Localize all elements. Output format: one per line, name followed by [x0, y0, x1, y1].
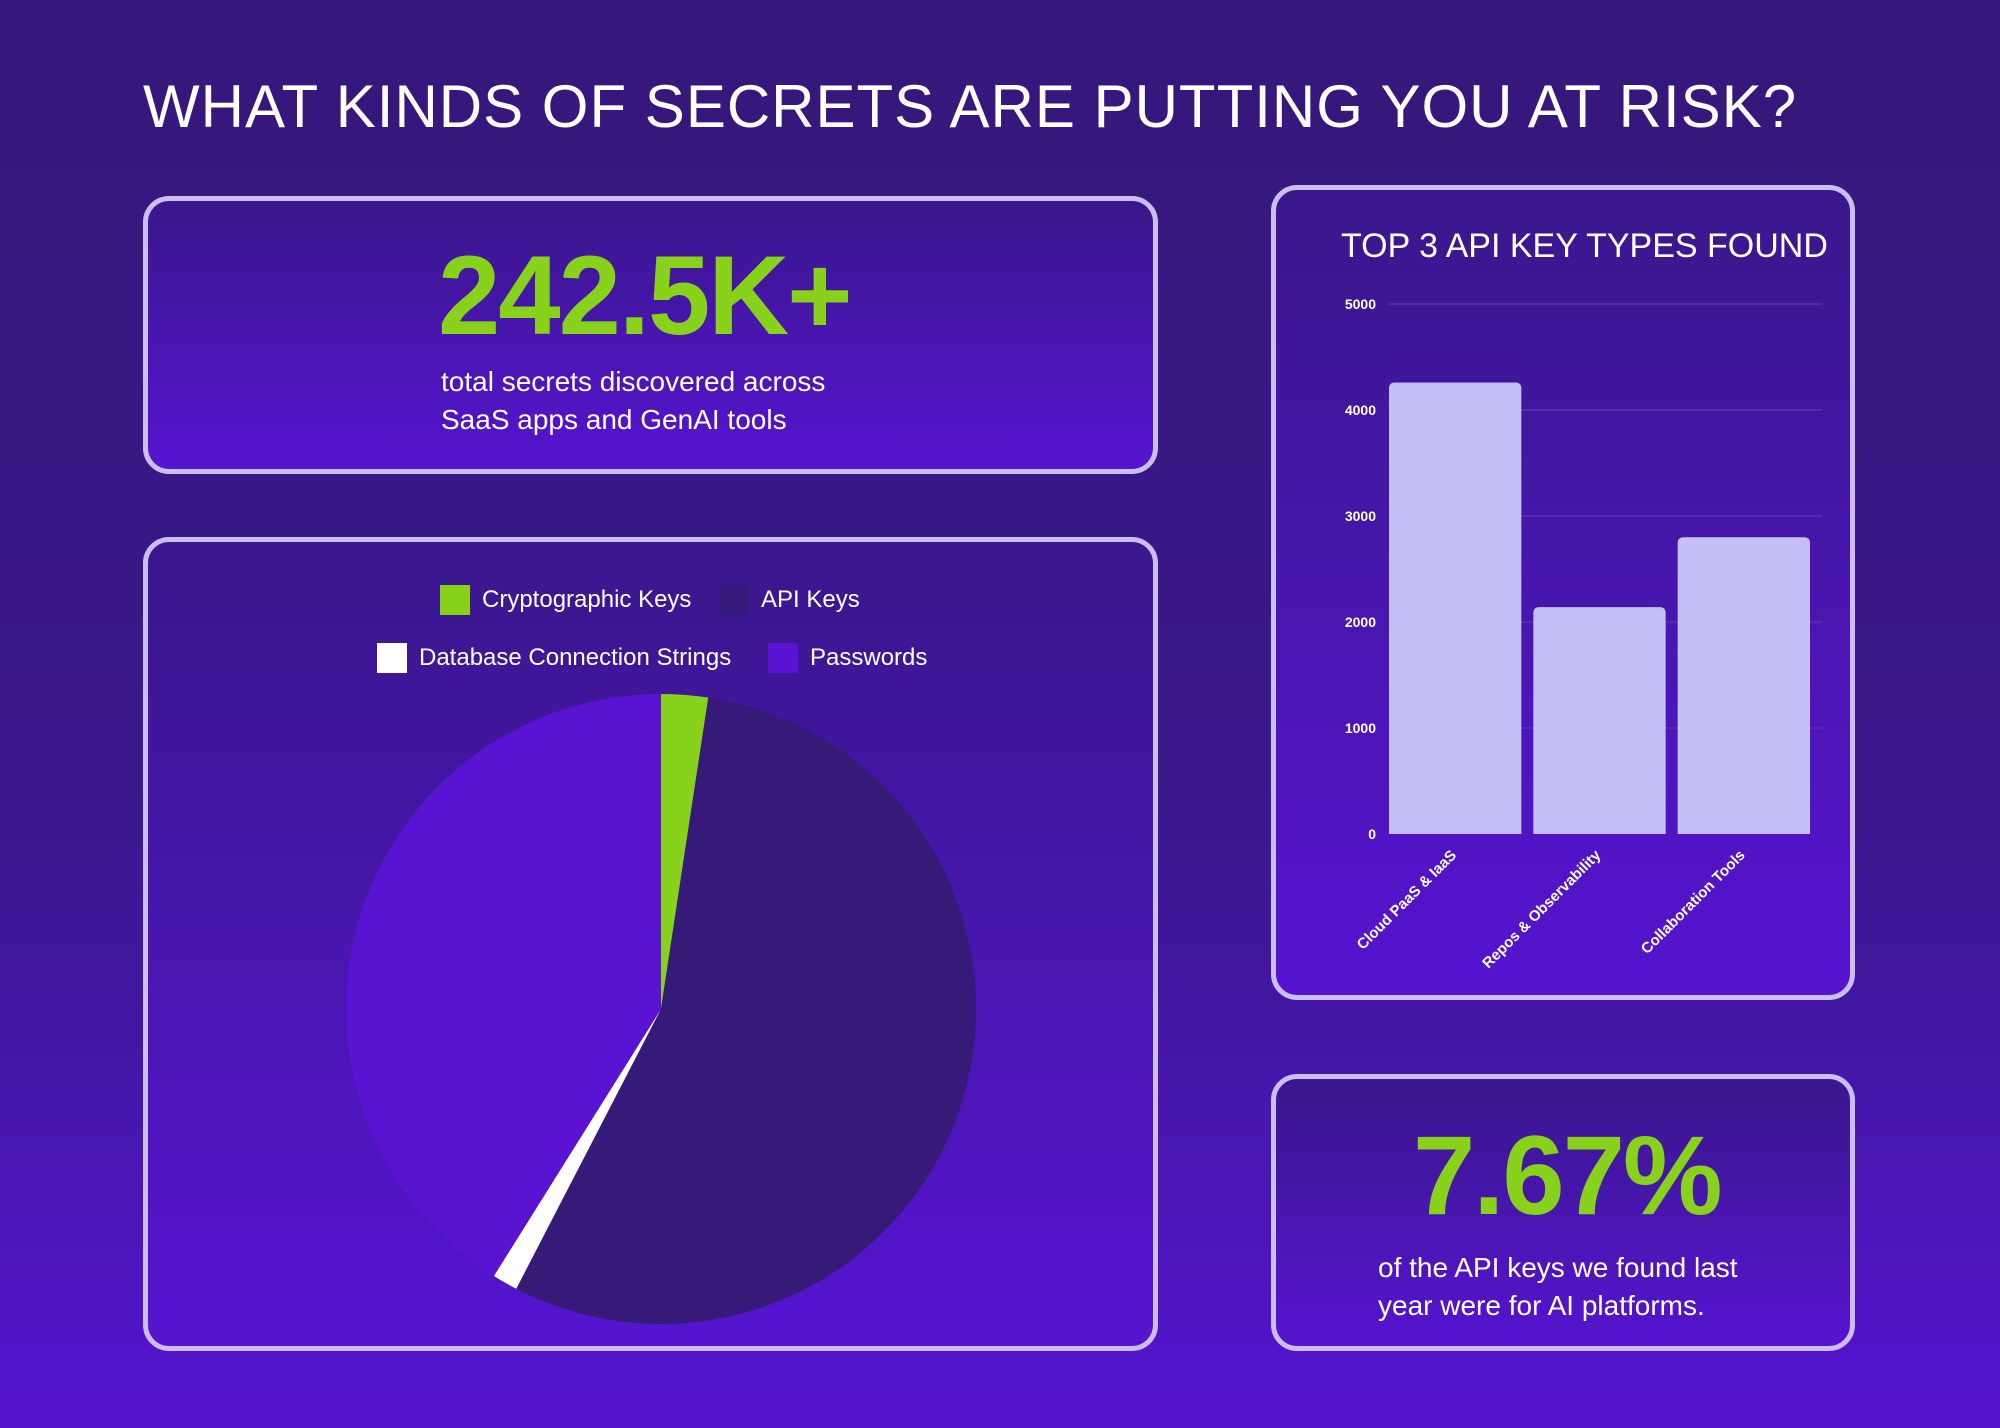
ai-platforms-caption-line2: year were for AI platforms. [1378, 1290, 1705, 1321]
y-tick-label: 3000 [1345, 508, 1376, 524]
legend-label-database-connection-strings: Database Connection Strings [419, 644, 732, 671]
legend-item-api-keys: API Keys [719, 585, 860, 615]
pie-slice-database-connection-strings [493, 1009, 661, 1289]
page-title: WHAT KINDS OF SECRETS ARE PUTTING YOU AT… [143, 73, 1798, 140]
y-tick-label: 0 [1368, 826, 1376, 842]
bar-chart: 0 1000 2000 3000 4000 5000 Cloud PaaS & IaaS Re… [1345, 296, 1822, 972]
y-tick-label: 5000 [1345, 296, 1376, 312]
legend-item-database-connection-strings: Database Connection Strings [377, 643, 731, 673]
ai-platforms-card: 7.67% of the API keys we found last year… [1271, 1074, 1855, 1351]
pie-slice-cryptographic-keys [661, 694, 709, 1009]
legend-swatch-api-keys [719, 585, 749, 615]
legend-swatch-database-connection-strings [377, 643, 407, 673]
legend-swatch-passwords [768, 643, 798, 673]
legend-item-passwords: Passwords [768, 643, 927, 673]
total-secrets-caption-line1: total secrets discovered across [441, 366, 826, 397]
secret-types-pie-card: Cryptographic Keys API Keys Database Con… [143, 537, 1158, 1351]
legend-label-passwords: Passwords [810, 644, 928, 671]
ai-platforms-value: 7.67% [1413, 1113, 1723, 1238]
x-tick-label: Cloud PaaS & IaaS [1354, 847, 1460, 953]
total-secrets-caption-line2: SaaS apps and GenAI tools [441, 404, 787, 435]
y-tick-label: 1000 [1345, 720, 1376, 736]
y-tick-label: 2000 [1345, 614, 1376, 630]
legend-label-cryptographic-keys: Cryptographic Keys [482, 586, 692, 613]
legend-swatch-cryptographic-keys [440, 585, 470, 615]
total-secrets-card: 242.5K+ total secrets discovered across … [143, 196, 1158, 474]
bar-cloud-paas-and-iaas [1389, 382, 1522, 834]
bar-chart-title: TOP 3 API KEY TYPES FOUND [1341, 227, 1828, 265]
legend-item-cryptographic-keys: Cryptographic Keys [440, 585, 691, 615]
bar-collaboration-tools [1677, 537, 1810, 834]
ai-platforms-caption-line1: of the API keys we found last [1378, 1252, 1738, 1283]
y-tick-label: 4000 [1345, 402, 1376, 418]
total-secrets-caption: total secrets discovered across SaaS app… [441, 363, 901, 439]
legend-label-api-keys: API Keys [761, 586, 860, 613]
api-key-types-bar-card: TOP 3 API KEY TYPES FOUND 0 1000 2000 3000 4… [1271, 185, 1855, 1000]
x-tick-label: Repos & Observability [1479, 846, 1605, 972]
pie-slice-passwords [345, 694, 661, 1277]
pie-chart [345, 694, 976, 1324]
pie-slice-api-keys [516, 697, 976, 1324]
total-secrets-value: 242.5K+ [438, 233, 853, 358]
x-tick-label: Collaboration Tools [1638, 847, 1749, 958]
bar-repos-and-observability [1533, 607, 1666, 834]
ai-platforms-caption: of the API keys we found last year were … [1378, 1249, 1798, 1325]
